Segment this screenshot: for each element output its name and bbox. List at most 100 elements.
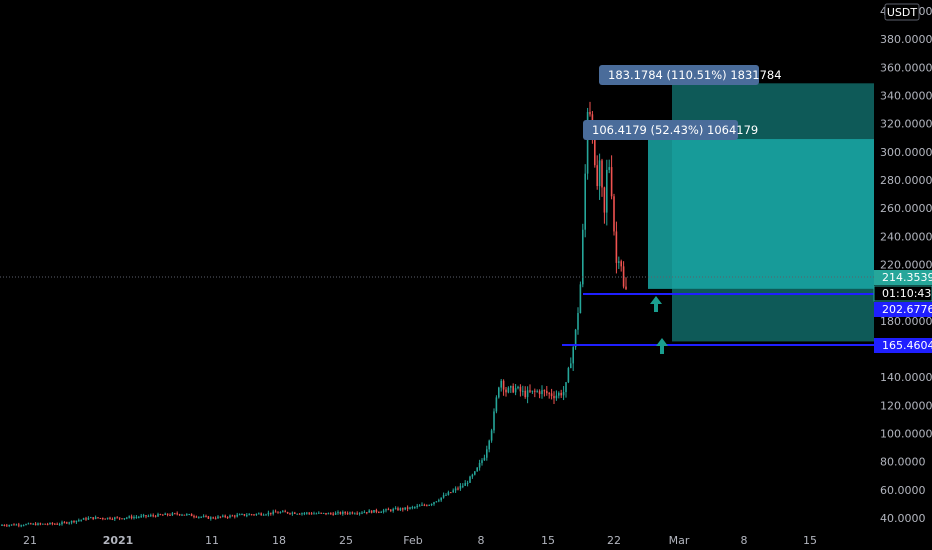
candle-body — [277, 512, 279, 514]
candle-body — [250, 514, 253, 516]
candle-body — [97, 517, 99, 519]
candle-body — [207, 516, 210, 519]
candle-body — [440, 497, 442, 501]
candle-body — [253, 514, 255, 516]
candle-body — [169, 514, 171, 516]
candle-body — [313, 513, 315, 515]
candle-body — [200, 516, 202, 518]
candle-body — [519, 386, 522, 392]
candle-body — [238, 514, 241, 516]
candle-body — [44, 523, 46, 525]
candle-body — [181, 514, 183, 516]
time-tick-label: 15 — [803, 534, 817, 547]
candle-body — [46, 524, 49, 526]
position-zone-short[interactable] — [648, 139, 874, 289]
candle-body — [514, 388, 517, 393]
candle-body — [265, 514, 267, 516]
candle-body — [126, 517, 128, 519]
candle-body — [176, 513, 178, 515]
candle-body — [315, 513, 318, 515]
candle-body — [222, 515, 224, 517]
arrow-up-icon — [656, 338, 668, 354]
candle-body — [375, 509, 378, 512]
candle-body — [20, 525, 22, 527]
candle-body — [589, 111, 591, 115]
candle-body — [358, 512, 361, 514]
candle-body — [478, 462, 481, 468]
candle-body — [601, 160, 603, 188]
candle-body — [90, 517, 92, 519]
candle-body — [159, 514, 162, 516]
candle-body — [291, 512, 294, 514]
candle-body — [397, 508, 399, 511]
price-tick-label: 280.0000 — [880, 174, 932, 187]
arrow-up-icon — [650, 296, 662, 312]
candle-body — [380, 511, 382, 513]
candle-body — [330, 513, 332, 515]
candle-body — [394, 508, 397, 510]
candle-body — [37, 523, 39, 526]
candle-body — [325, 512, 327, 515]
candle-body — [27, 523, 30, 525]
candle-body — [560, 392, 562, 396]
candle-body — [382, 510, 385, 512]
candle-body — [58, 524, 61, 526]
candle-body — [452, 490, 454, 493]
time-tick-label: 8 — [478, 534, 485, 547]
candle-body — [526, 390, 529, 398]
candle-body — [212, 517, 214, 519]
candle-body — [99, 518, 102, 520]
candle-body — [550, 393, 553, 397]
candle-body — [529, 390, 531, 392]
candle-body — [114, 517, 116, 520]
time-tick-label: 18 — [272, 534, 286, 547]
measure-label-short[interactable]: 106.4179 (52.43%) 1064179 — [583, 120, 758, 140]
current-price-value: 214.3539 — [882, 271, 932, 284]
candle-body — [164, 513, 166, 515]
candle-body — [92, 517, 94, 519]
candle-body — [188, 514, 190, 516]
candle-body — [430, 504, 433, 506]
candle-body — [416, 505, 418, 507]
candle-body — [402, 508, 404, 510]
candle-body — [351, 512, 354, 514]
measure-label-long[interactable]: 183.1784 (110.51%) 1831784 — [599, 65, 782, 85]
candle-body — [495, 397, 498, 412]
candle-body — [243, 514, 246, 516]
candle-body — [138, 516, 140, 518]
candle-body — [442, 495, 445, 498]
candle-body — [447, 492, 450, 495]
candle-body — [8, 525, 10, 527]
candle-body — [82, 518, 85, 520]
candle-body — [618, 261, 620, 263]
candle-body — [392, 509, 394, 511]
candle-body — [450, 492, 452, 494]
candle-body — [85, 518, 87, 520]
price-tick-label: 80.0000 — [880, 456, 926, 469]
candle-body — [183, 514, 186, 516]
candle-body — [507, 387, 510, 393]
price-tick-label: 340.0000 — [880, 90, 932, 103]
candle-body — [294, 512, 296, 514]
time-tick-label: Mar — [669, 534, 690, 547]
candle-body — [274, 511, 277, 513]
candle-body — [541, 390, 543, 395]
candle-body — [342, 512, 344, 514]
price-tick-label: 220.0000 — [880, 259, 932, 272]
time-tick-label: 22 — [607, 534, 621, 547]
candle-body — [171, 513, 174, 516]
candle-body — [512, 386, 514, 393]
time-axis[interactable]: 21 2021 11 18 25 Feb 8 15 22 Mar 8 15 — [23, 534, 817, 547]
candle-body — [162, 514, 164, 516]
candle-body — [18, 524, 20, 526]
candle-body — [471, 474, 474, 477]
candle-body — [258, 513, 260, 515]
candle-body — [224, 515, 226, 517]
candle-body — [39, 523, 42, 525]
candle-body — [73, 520, 75, 523]
candle-body — [603, 187, 606, 213]
candle-body — [373, 509, 375, 513]
candle-body — [414, 506, 416, 508]
currency-badge[interactable]: USDT — [884, 3, 920, 21]
